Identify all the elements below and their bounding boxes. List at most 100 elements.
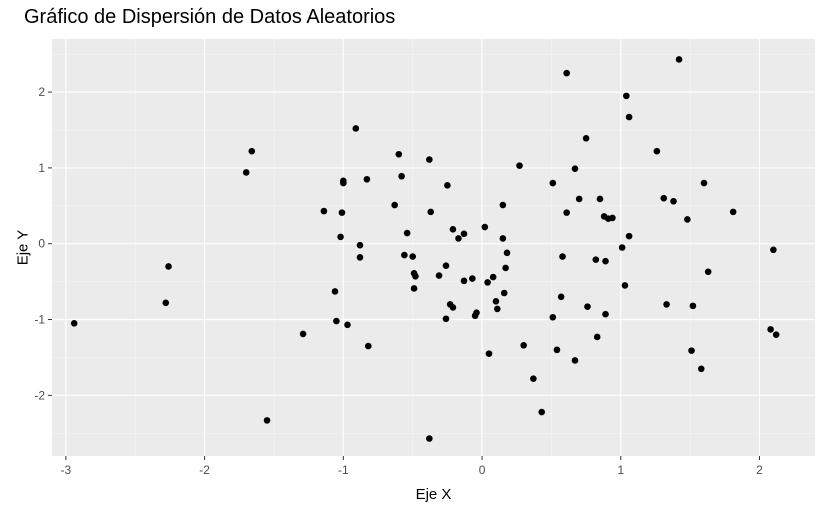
data-point	[538, 408, 546, 416]
data-point	[618, 244, 626, 251]
data-point	[593, 333, 601, 341]
data-point	[412, 273, 419, 280]
data-point	[684, 216, 691, 223]
y-tick-label: 0	[38, 237, 45, 251]
data-point	[409, 253, 416, 260]
data-point	[299, 330, 307, 338]
data-point	[363, 175, 371, 183]
data-point	[364, 342, 372, 350]
data-point	[623, 92, 630, 100]
data-point	[263, 417, 271, 424]
data-point	[449, 226, 457, 233]
data-point	[352, 125, 360, 132]
data-point	[442, 262, 450, 269]
data-point	[460, 277, 468, 285]
data-point	[772, 331, 780, 338]
data-point	[503, 249, 511, 257]
data-point	[767, 326, 774, 333]
data-point	[530, 375, 537, 382]
data-point	[499, 235, 507, 242]
data-point	[621, 282, 629, 289]
data-point	[427, 208, 435, 216]
data-point	[653, 147, 661, 155]
data-point	[426, 435, 433, 442]
data-point	[410, 285, 418, 292]
data-point	[660, 194, 668, 202]
x-tick-label: -3	[61, 463, 72, 477]
data-point	[553, 346, 561, 354]
data-points	[70, 56, 780, 442]
data-point	[460, 230, 468, 238]
data-point	[549, 179, 557, 187]
data-point	[469, 275, 476, 282]
data-point	[356, 241, 364, 249]
x-axis-title: Eje X	[416, 486, 452, 503]
major-gridlines	[52, 39, 815, 456]
data-point	[675, 56, 683, 63]
data-point	[625, 232, 633, 240]
data-point	[320, 207, 328, 215]
data-point	[70, 320, 78, 327]
data-point	[473, 309, 480, 317]
data-point	[704, 268, 712, 276]
data-point	[688, 347, 695, 354]
data-point	[455, 235, 462, 242]
data-point	[700, 179, 708, 187]
data-point	[435, 272, 443, 279]
data-point	[571, 165, 579, 172]
data-point	[338, 209, 346, 216]
data-point	[401, 251, 408, 259]
x-tick-label: 2	[756, 463, 763, 477]
data-point	[575, 195, 583, 203]
data-point	[663, 301, 670, 308]
data-point	[770, 246, 777, 254]
data-point	[670, 197, 677, 205]
data-point	[398, 172, 405, 180]
data-point	[344, 321, 351, 329]
x-tick-label: 1	[617, 463, 624, 477]
minor-gridlines	[52, 39, 815, 456]
data-point	[333, 317, 340, 325]
data-point	[516, 162, 523, 169]
data-point	[494, 305, 501, 313]
data-point	[485, 350, 493, 357]
data-point	[520, 342, 527, 349]
x-tick-label: -1	[338, 463, 349, 477]
x-tick-label: 0	[479, 463, 486, 477]
data-point	[602, 257, 609, 265]
data-point	[395, 150, 403, 158]
data-point	[729, 208, 737, 216]
y-axis-title: Eje Y	[14, 230, 31, 266]
x-axis-ticks: -3 -2 -1 0 1 2	[61, 456, 763, 477]
data-point	[584, 303, 591, 310]
data-point	[582, 135, 590, 142]
data-point	[484, 279, 491, 286]
data-point	[165, 263, 172, 270]
data-point	[596, 195, 604, 203]
data-point	[559, 253, 566, 260]
y-tick-label: 2	[38, 85, 45, 99]
plot-panel	[52, 39, 815, 456]
chart-title: Gráfico de Dispersión de Datos Aleatorio…	[24, 6, 396, 28]
data-point	[609, 214, 616, 222]
data-point	[242, 169, 250, 176]
data-point	[697, 365, 705, 373]
data-point	[499, 201, 507, 209]
data-point	[602, 310, 609, 318]
data-point	[481, 223, 489, 231]
data-point	[340, 177, 347, 185]
data-point	[625, 113, 633, 121]
y-tick-label: -2	[34, 388, 45, 402]
data-point	[426, 156, 433, 163]
data-point	[502, 264, 509, 272]
data-point	[444, 182, 451, 189]
y-tick-label: 1	[38, 161, 45, 175]
data-point	[489, 273, 497, 281]
data-point	[689, 302, 697, 310]
data-point	[557, 293, 565, 301]
data-point	[549, 313, 557, 321]
data-point	[403, 229, 411, 237]
data-point	[571, 357, 579, 364]
data-point	[492, 298, 500, 305]
data-point	[592, 256, 600, 263]
